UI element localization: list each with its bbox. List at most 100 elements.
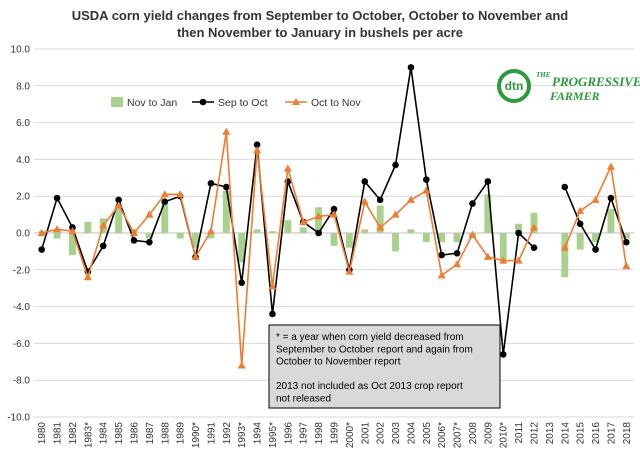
sep-to-oct-point: [423, 176, 430, 183]
x-tick-label: 2017: [606, 422, 617, 445]
x-tick-label: 2004: [406, 422, 417, 445]
x-tick-label: 1989: [176, 422, 187, 445]
oct-to-nov-point: [206, 226, 215, 235]
oct-to-nov-point: [83, 272, 92, 281]
y-tick-label: 2.0: [16, 192, 30, 203]
sep-to-oct-point: [515, 229, 522, 237]
annotation-box: * = a year when corn yield decreased fro…: [268, 324, 501, 409]
x-tick-label: 2001: [360, 422, 371, 445]
oct-to-nov-point: [145, 210, 154, 218]
x-tick-label: 2005: [422, 422, 433, 445]
oct-to-nov-point: [160, 190, 169, 198]
x-tick-label: 1984: [99, 422, 110, 445]
nov-to-jan-bar: [407, 229, 415, 233]
x-tick-label: 2008: [468, 422, 479, 445]
logo-progressive: PROGRESSIVE: [552, 74, 640, 89]
oct-to-nov-point: [483, 252, 492, 260]
x-tick-label: 1997: [299, 422, 310, 445]
nov-to-jan-bar: [84, 221, 92, 233]
x-tick-label: 1983*: [83, 422, 94, 448]
sep-to-oct-point: [453, 249, 461, 257]
sep-to-oct-point: [392, 161, 399, 169]
oct-to-nov-point: [560, 243, 569, 251]
nov-to-jan-bar: [622, 233, 630, 239]
x-tick-label: 2013: [545, 422, 556, 445]
sep-to-oct-point: [576, 220, 584, 228]
sep-to-oct-point: [207, 180, 215, 187]
nov-to-jan-bar: [576, 233, 584, 250]
x-tick-label: 2000*: [345, 422, 356, 448]
oct-to-nov-point: [253, 146, 262, 154]
sep-to-oct-point: [99, 242, 107, 250]
sep-to-oct-point: [407, 64, 415, 71]
oct-to-nov-point: [176, 190, 185, 198]
nov-to-jan-bar: [607, 209, 615, 233]
sep-to-oct-point: [469, 200, 476, 207]
sep-to-oct-point: [53, 194, 61, 202]
x-tick-label: 1991: [206, 422, 217, 445]
oct-to-nov-point: [330, 210, 338, 218]
x-tick-label: 1987: [145, 422, 156, 445]
sep-to-oct-point: [499, 351, 507, 358]
nov-to-jan-bar: [222, 190, 230, 233]
x-tick-label: 2010*: [499, 422, 510, 448]
legend-label-nov-to-jan: Nov to Jan: [127, 97, 177, 109]
oct-to-nov-point: [468, 230, 477, 238]
nov-to-jan-bar: [592, 233, 599, 243]
x-tick-label: 2002: [376, 422, 387, 445]
nov-to-jan-bar: [69, 233, 76, 256]
annotation-line: * = a year when corn yield decreased fro…: [276, 332, 464, 343]
oct-to-nov-point: [37, 228, 46, 236]
sep-to-oct-point: [561, 183, 569, 191]
oct-to-nov-point: [606, 162, 615, 170]
x-tick-label: 2016: [591, 422, 602, 445]
x-tick-label: 1981: [53, 422, 64, 445]
x-tick-label: 1982: [68, 422, 79, 445]
oct-to-nov-point: [422, 186, 431, 194]
x-tick-label: 2018: [622, 422, 633, 445]
nov-to-jan-bar: [192, 233, 199, 248]
sep-to-oct-point: [623, 238, 630, 246]
oct-to-nov-point: [191, 252, 200, 260]
x-tick-label: 2006*: [437, 422, 448, 448]
legend: Nov to Jan Sep to Oct Oct to Nov: [111, 97, 361, 109]
y-tick-label: -6.0: [13, 339, 31, 350]
nov-to-jan-bar: [161, 203, 169, 233]
sep-to-oct-point: [223, 183, 230, 191]
y-tick-label: 4.0: [16, 155, 30, 166]
oct-to-nov-point: [391, 210, 400, 218]
nov-to-jan-bar: [376, 205, 384, 233]
nov-to-jan-bar: [361, 229, 369, 233]
oct-to-nov-point: [130, 228, 138, 236]
sep-to-oct-point: [484, 178, 492, 185]
oct-to-nov-point: [345, 267, 354, 275]
sep-to-oct-point: [315, 229, 322, 237]
annotation-line: October to November report: [276, 357, 401, 368]
y-tick-label: 0.0: [16, 229, 30, 240]
sep-to-oct-point: [330, 205, 338, 213]
oct-to-nov-point: [499, 256, 508, 264]
nov-to-jan-bar: [530, 212, 538, 233]
sep-to-oct-point: [146, 238, 153, 246]
nov-to-jan-bar: [145, 233, 153, 239]
sep-to-oct-point: [161, 198, 169, 206]
nov-to-jan-bar: [315, 207, 323, 233]
nov-to-jan-bar: [115, 205, 123, 233]
oct-to-nov-point: [591, 195, 600, 203]
nov-to-jan-bar: [453, 233, 461, 243]
sep-to-oct-point: [269, 310, 276, 318]
legend-marker-sep-to-oct: [199, 98, 207, 106]
nov-to-jan-bar: [515, 223, 523, 233]
x-tick-label: 1988: [160, 422, 171, 445]
nov-to-jan-bar: [484, 194, 492, 233]
nov-to-jan-bar: [422, 233, 430, 243]
annotation-line: September to October report and again fr…: [276, 344, 473, 355]
oct-to-nov-point: [53, 225, 62, 233]
logo-the: THE: [536, 71, 551, 79]
oct-to-nov-point: [360, 197, 369, 205]
x-tick-label: 2012: [530, 422, 541, 445]
oct-to-nov-point: [114, 201, 123, 209]
y-tick-label: -10.0: [7, 413, 30, 424]
sep-to-oct-point: [238, 279, 245, 286]
